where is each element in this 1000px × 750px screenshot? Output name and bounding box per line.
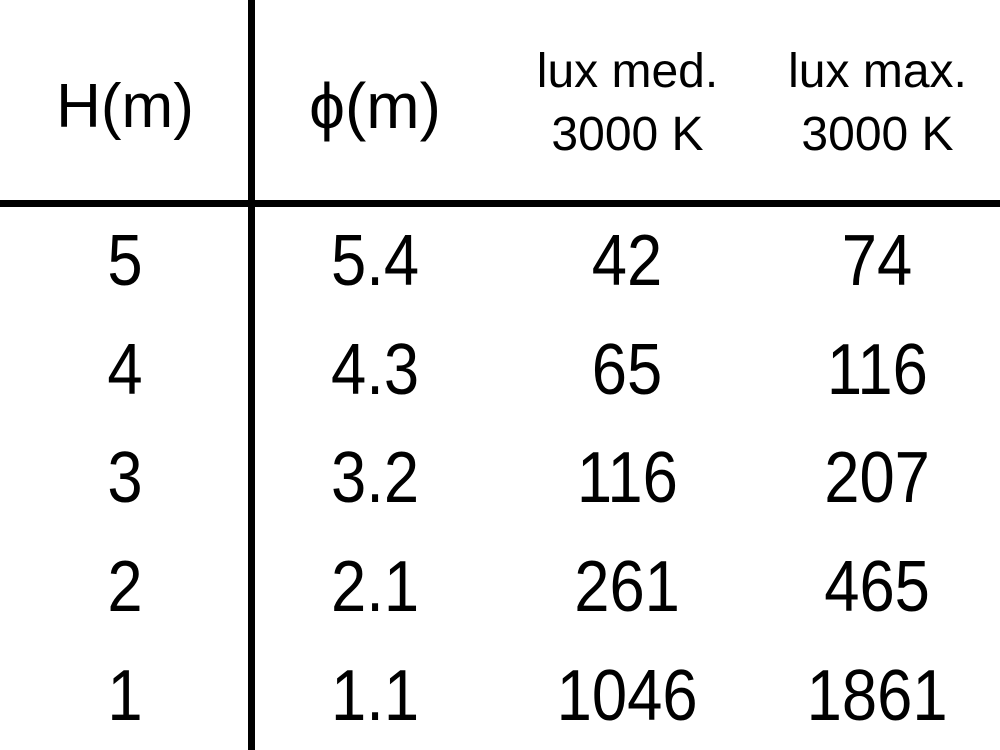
table-cell-value: 74 [842, 221, 913, 302]
table-cell: 5 [0, 220, 250, 302]
table-cell-value: 465 [824, 547, 931, 628]
header-divider-line [0, 200, 1000, 207]
table-cell-value: 4 [107, 329, 143, 410]
table-cell-value: 116 [576, 438, 679, 519]
table-body: 5 5.4 42 74 4 4.3 65 116 3 3.2 116 207 2 2.1 261 465 1 1.… [0, 207, 1000, 750]
table-cell: 116 [755, 329, 1000, 411]
table-cell-value: 3.2 [330, 438, 420, 519]
table-cell: 74 [755, 220, 1000, 302]
table-cell: 1.1 [250, 655, 500, 737]
header-label-height: H(m) [56, 71, 194, 141]
table-cell: 1046 [500, 655, 755, 737]
table-cell-value: 1861 [807, 655, 948, 736]
header-label-lux-max: lux max. [788, 44, 967, 98]
table-header-row: H(m) ϕ(m) lux med. 3000 K lux max. 3000 … [0, 0, 1000, 200]
table-cell: 1 [0, 655, 250, 737]
header-cell-lux-med: lux med. 3000 K [500, 34, 755, 167]
table-cell: 4 [0, 329, 250, 411]
header-label-diameter: ϕ(m) [309, 70, 441, 143]
table-cell-value: 5.4 [330, 221, 420, 302]
table-cell: 42 [500, 220, 755, 302]
table-cell: 65 [500, 329, 755, 411]
header-cell-height: H(m) [0, 53, 250, 148]
column-divider-line [248, 0, 255, 750]
table-cell: 3.2 [250, 437, 500, 519]
table-cell-value: 116 [826, 329, 929, 410]
table-cell-value: 5 [107, 221, 143, 302]
table-cell-value: 2.1 [330, 547, 420, 628]
table-cell-value: 1 [107, 655, 143, 736]
table-cell-value: 207 [824, 438, 931, 519]
table-cell: 207 [755, 437, 1000, 519]
header-label-lux-med: lux med. [536, 44, 719, 98]
table-cell: 2 [0, 546, 250, 628]
table-cell: 261 [500, 546, 755, 628]
table-cell-value: 261 [574, 547, 681, 628]
table-cell-value: 42 [592, 221, 663, 302]
table-cell-value: 65 [592, 329, 663, 410]
header-cell-lux-max: lux max. 3000 K [755, 34, 1000, 167]
table-cell: 1861 [755, 655, 1000, 737]
table-cell: 4.3 [250, 329, 500, 411]
table-cell-value: 3 [107, 438, 143, 519]
header-sublabel-lux-med: 3000 K [551, 108, 704, 161]
table-cell: 116 [500, 437, 755, 519]
table-cell: 3 [0, 437, 250, 519]
header-sublabel-lux-max: 3000 K [801, 108, 954, 161]
table-cell: 5.4 [250, 220, 500, 302]
table-cell-value: 4.3 [330, 329, 420, 410]
table-cell-value: 1046 [557, 655, 698, 736]
table-cell-value: 1.1 [330, 655, 420, 736]
header-cell-diameter: ϕ(m) [250, 51, 500, 148]
table-cell-value: 2 [107, 547, 143, 628]
table-cell: 465 [755, 546, 1000, 628]
table-cell: 2.1 [250, 546, 500, 628]
